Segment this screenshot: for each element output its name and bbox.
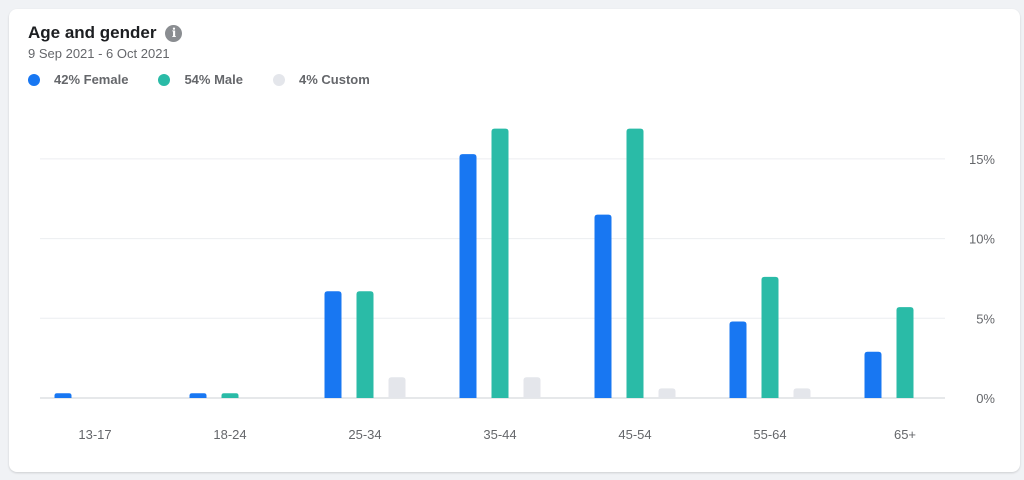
bar-female-25-34[interactable] bbox=[324, 291, 342, 398]
bar-female-13-17[interactable] bbox=[54, 393, 72, 398]
y-tick-label: 5% bbox=[976, 311, 995, 326]
legend-item-female[interactable]: 42% Female bbox=[28, 72, 128, 87]
age-gender-card: Age and gender i 9 Sep 2021 - 6 Oct 2021… bbox=[9, 9, 1020, 472]
y-tick-label: 10% bbox=[969, 232, 995, 247]
bar-custom-35-44[interactable] bbox=[523, 377, 541, 398]
bar-custom-25-34[interactable] bbox=[388, 377, 406, 398]
bar-female-35-44[interactable] bbox=[459, 154, 477, 398]
bar-custom-45-54[interactable] bbox=[658, 388, 676, 398]
bar-female-45-54[interactable] bbox=[594, 214, 612, 398]
x-tick-label: 55-64 bbox=[753, 427, 786, 442]
legend-label-female: 42% Female bbox=[54, 72, 129, 87]
legend-item-custom[interactable]: 4% Custom bbox=[272, 72, 370, 87]
legend-swatch-male bbox=[158, 73, 171, 86]
x-tick-label: 13-17 bbox=[78, 427, 111, 442]
x-tick-label: 25-34 bbox=[348, 427, 381, 442]
card-header: Age and gender i bbox=[28, 23, 183, 43]
bar-male-55-64[interactable] bbox=[761, 276, 779, 398]
card-title: Age and gender bbox=[28, 23, 157, 42]
bar-male-65+[interactable] bbox=[896, 307, 914, 398]
x-tick-label: 35-44 bbox=[483, 427, 516, 442]
y-tick-label: 15% bbox=[969, 152, 995, 167]
x-tick-label: 18-24 bbox=[213, 427, 246, 442]
bar-female-65+[interactable] bbox=[864, 351, 882, 398]
bar-female-18-24[interactable] bbox=[189, 393, 207, 398]
legend-label-male: 54% Male bbox=[184, 72, 243, 87]
info-icon[interactable]: i bbox=[165, 24, 183, 42]
legend-label-custom: 4% Custom bbox=[298, 72, 370, 87]
bar-female-55-64[interactable] bbox=[729, 321, 747, 398]
legend: 42% Female 54% Male 4% Custom bbox=[28, 72, 400, 87]
legend-swatch-female bbox=[28, 73, 40, 86]
bar-male-25-34[interactable] bbox=[356, 291, 374, 398]
legend-item-male[interactable]: 54% Male bbox=[158, 72, 243, 87]
bar-male-18-24[interactable] bbox=[221, 393, 239, 398]
bar-male-35-44[interactable] bbox=[491, 128, 509, 398]
bar-male-45-54[interactable] bbox=[626, 128, 644, 398]
x-tick-label: 65+ bbox=[894, 427, 916, 442]
x-tick-label: 45-54 bbox=[618, 427, 651, 442]
y-tick-label: 0% bbox=[976, 391, 995, 406]
date-range: 9 Sep 2021 - 6 Oct 2021 bbox=[28, 46, 170, 61]
legend-swatch-custom bbox=[272, 73, 285, 86]
bar-custom-55-64[interactable] bbox=[793, 388, 811, 398]
